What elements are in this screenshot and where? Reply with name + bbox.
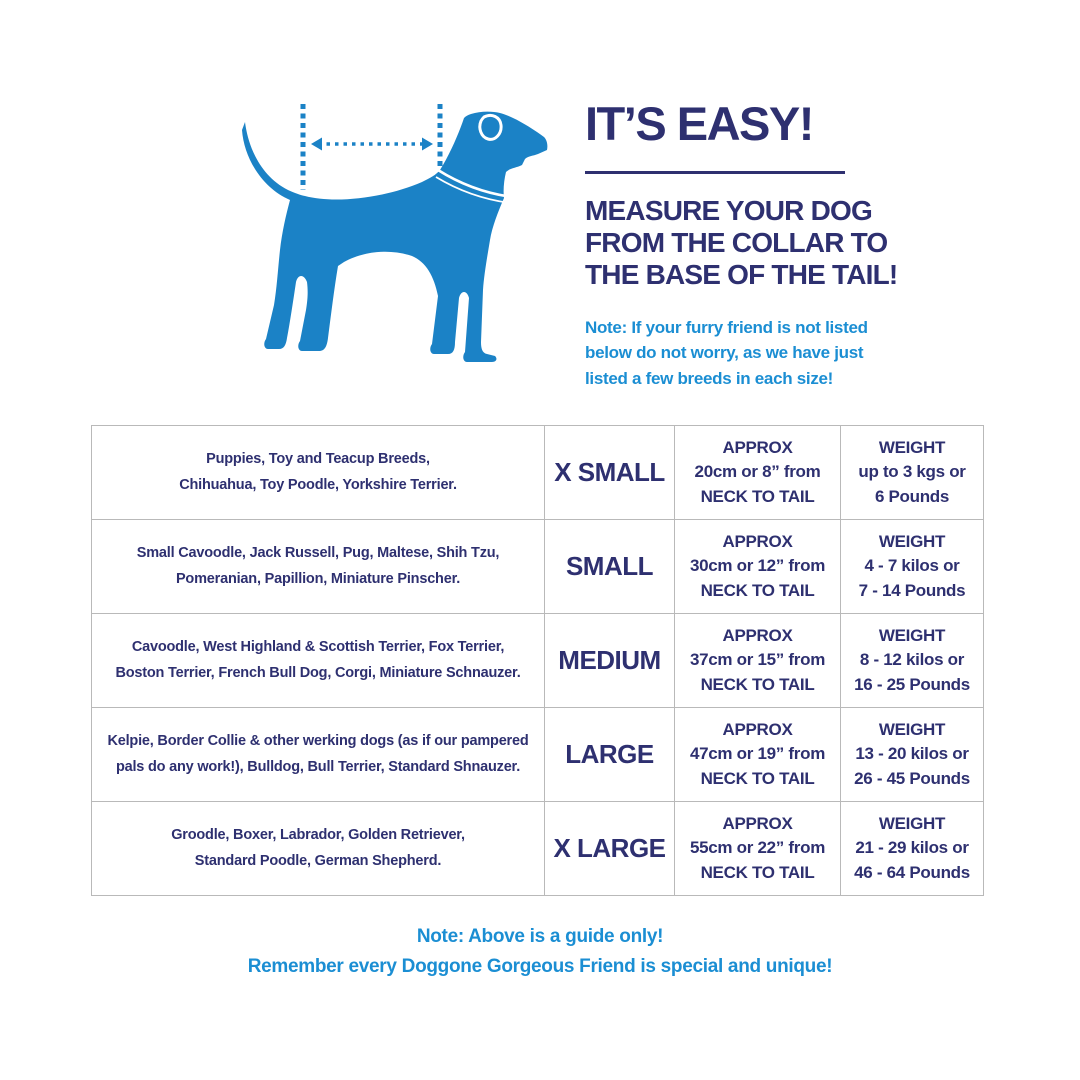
size-cell: X LARGE — [544, 801, 675, 896]
table-row-x-small: Puppies, Toy and Teacup Breeds, Chihuahu… — [91, 425, 984, 520]
footer-note-line1: Note: Above is a guide only! — [416, 926, 664, 947]
breeds-note: Note: If your furry friend is not listed… — [585, 317, 868, 388]
size-cell: LARGE — [544, 707, 675, 802]
footer-note-line2: Remember every Doggone Gorgeous Friend i… — [247, 956, 833, 977]
footer-note: Note: Above is a guide only! Remember ev… — [0, 922, 1080, 982]
arrow-head-right-icon — [422, 137, 433, 151]
size-cell: MEDIUM — [544, 613, 675, 708]
weight-cell: WEIGHT 13 - 20 kilos or 26 - 45 Pounds — [840, 707, 984, 802]
weight-cell: WEIGHT 21 - 29 kilos or 46 - 64 Pounds — [840, 801, 984, 896]
dog-measurement-illustration — [200, 80, 580, 400]
breeds-cell: Kelpie, Border Collie & other werking do… — [91, 707, 545, 802]
table-row-medium: Cavoodle, West Highland & Scottish Terri… — [91, 613, 984, 708]
divider-line — [585, 171, 845, 174]
dog-collar-line — [437, 168, 522, 200]
table-row-x-large: Groodle, Boxer, Labrador, Golden Retriev… — [91, 801, 984, 896]
size-cell: X SMALL — [544, 425, 675, 520]
approx-cell: APPROX 37cm or 15” from NECK TO TAIL — [674, 613, 841, 708]
dog-collar-line-2 — [435, 176, 520, 205]
breeds-cell: Cavoodle, West Highland & Scottish Terri… — [91, 613, 545, 708]
size-cell: SMALL — [544, 519, 675, 614]
approx-cell: APPROX 20cm or 8” from NECK TO TAIL — [674, 425, 841, 520]
dog-body-shape — [242, 111, 548, 362]
table-row-large: Kelpie, Border Collie & other werking do… — [91, 707, 984, 802]
header-block: IT’S EASY! MEASURE YOUR DOG FROM THE COL… — [585, 100, 925, 391]
weight-cell: WEIGHT 8 - 12 kilos or 16 - 25 Pounds — [840, 613, 984, 708]
breeds-cell: Puppies, Toy and Teacup Breeds, Chihuahu… — [91, 425, 545, 520]
measure-instruction: MEASURE YOUR DOG FROM THE COLLAR TO THE … — [585, 195, 898, 291]
weight-cell: WEIGHT 4 - 7 kilos or 7 - 14 Pounds — [840, 519, 984, 614]
approx-cell: APPROX 30cm or 12” from NECK TO TAIL — [674, 519, 841, 614]
breeds-cell: Groodle, Boxer, Labrador, Golden Retriev… — [91, 801, 545, 896]
breeds-cell: Small Cavoodle, Jack Russell, Pug, Malte… — [91, 519, 545, 614]
page-title: IT’S EASY! — [585, 97, 814, 150]
approx-cell: APPROX 47cm or 19” from NECK TO TAIL — [674, 707, 841, 802]
arrow-head-left-icon — [311, 137, 322, 151]
weight-cell: WEIGHT up to 3 kgs or 6 Pounds — [840, 425, 984, 520]
dog-ear-outline — [478, 113, 503, 141]
approx-cell: APPROX 55cm or 22” from NECK TO TAIL — [674, 801, 841, 896]
size-guide-table: Puppies, Toy and Teacup Breeds, Chihuahu… — [91, 425, 984, 896]
dog-silhouette-icon — [242, 104, 548, 362]
table-row-small: Small Cavoodle, Jack Russell, Pug, Malte… — [91, 519, 984, 614]
